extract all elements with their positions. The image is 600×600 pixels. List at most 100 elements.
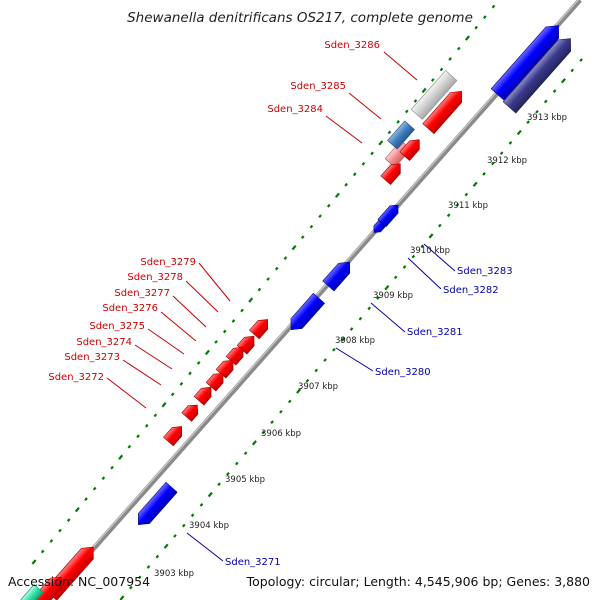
outer-tick bbox=[66, 518, 71, 522]
inner-tick bbox=[323, 358, 327, 362]
gene-label[interactable]: Sden_3283 bbox=[457, 266, 513, 277]
outer-tick bbox=[274, 266, 279, 271]
gene-sden-3273 bbox=[181, 404, 199, 422]
inner-tick bbox=[402, 265, 407, 269]
outer-tick bbox=[127, 444, 132, 449]
inner-tick bbox=[491, 161, 495, 166]
outer-tick bbox=[439, 67, 444, 72]
outer-tick bbox=[31, 559, 37, 565]
outer-tick bbox=[153, 413, 158, 418]
kbp-label: 3903 kbp bbox=[154, 569, 194, 579]
inner-tick bbox=[190, 513, 195, 518]
outer-tick bbox=[204, 349, 210, 356]
outer-tick bbox=[291, 244, 297, 251]
kbp-label: 3906 kbp bbox=[261, 429, 301, 439]
label-leader bbox=[160, 311, 197, 342]
inner-tick bbox=[384, 285, 390, 291]
inner-tick bbox=[129, 585, 133, 590]
outer-tick bbox=[144, 423, 149, 428]
outer-tick bbox=[396, 120, 400, 124]
inner-tick bbox=[482, 172, 486, 176]
outer-tick bbox=[344, 182, 348, 187]
gene-label[interactable]: Sden_3272 bbox=[48, 372, 104, 383]
outer-tick bbox=[49, 539, 54, 543]
inner-tick bbox=[455, 203, 460, 207]
inner-tick bbox=[508, 140, 513, 145]
inner-tick bbox=[411, 254, 416, 259]
gene-sden-3269 bbox=[28, 576, 62, 600]
inner-tick bbox=[367, 306, 372, 311]
inner-tick bbox=[163, 543, 169, 549]
gene-label[interactable]: Sden_3277 bbox=[114, 288, 170, 299]
outer-tick bbox=[266, 277, 270, 281]
inner-tick bbox=[199, 503, 204, 507]
outer-tick bbox=[483, 15, 487, 19]
inner-tick bbox=[579, 58, 583, 62]
accession-text: Accession: NC_007954 bbox=[8, 574, 150, 589]
label-leader bbox=[185, 280, 219, 313]
inner-tick bbox=[516, 129, 522, 136]
outer-tick bbox=[118, 454, 124, 460]
label-leader bbox=[407, 257, 442, 290]
gene-label[interactable]: Sden_3273 bbox=[64, 352, 120, 363]
outer-tick bbox=[404, 109, 409, 114]
outer-tick bbox=[58, 528, 62, 533]
outer-tick bbox=[92, 486, 97, 491]
outer-tick bbox=[300, 235, 305, 240]
map-title: Shewanella denitrificans OS217, complete… bbox=[127, 10, 473, 26]
inner-tick bbox=[543, 99, 548, 104]
gene-label[interactable]: Sden_3271 bbox=[225, 557, 281, 568]
label-leader bbox=[198, 262, 231, 302]
gene-label[interactable]: Sden_3282 bbox=[443, 285, 499, 296]
inner-tick bbox=[137, 575, 142, 580]
gene-label[interactable]: Sden_3280 bbox=[375, 367, 431, 378]
label-leader bbox=[186, 532, 224, 562]
label-leader bbox=[147, 328, 185, 355]
outer-tick bbox=[378, 140, 384, 146]
inner-tick bbox=[332, 347, 336, 352]
inner-tick bbox=[349, 327, 354, 331]
outer-tick bbox=[161, 402, 167, 408]
gene-sden-3285b bbox=[399, 139, 420, 161]
kbp-label: 3910 kbp bbox=[410, 246, 450, 256]
gene-label[interactable]: Sden_3275 bbox=[89, 321, 145, 332]
inner-tick bbox=[217, 482, 221, 487]
outer-tick bbox=[222, 329, 227, 334]
inner-tick bbox=[393, 275, 398, 280]
kbp-labels: 3903 kbp 3904 kbp 3905 kbp 3906 kbp 3907 kbp… bbox=[154, 113, 567, 579]
inner-tick bbox=[560, 78, 566, 84]
label-leader bbox=[172, 295, 207, 328]
inner-tick bbox=[446, 213, 451, 218]
inner-tick bbox=[251, 440, 257, 446]
gene-label[interactable]: Sden_3274 bbox=[76, 337, 132, 348]
outer-tick bbox=[456, 46, 461, 51]
label-leader bbox=[325, 115, 363, 144]
outer-tick bbox=[84, 497, 88, 501]
kbp-label: 3908 kbp bbox=[335, 336, 375, 346]
gene-label[interactable]: Sden_3279 bbox=[140, 257, 196, 268]
gene-label[interactable]: Sden_3281 bbox=[407, 327, 463, 338]
inner-tick bbox=[570, 68, 575, 73]
gene-sden-3275 bbox=[205, 372, 224, 392]
kbp-label: 3913 kbp bbox=[527, 113, 567, 123]
outer-tick bbox=[101, 476, 106, 481]
outer-tick bbox=[448, 57, 452, 61]
inner-tick bbox=[428, 233, 434, 239]
outer-tick bbox=[179, 382, 184, 386]
gene-label[interactable]: Sden_3278 bbox=[127, 272, 183, 283]
gene-label[interactable]: Sden_3285 bbox=[290, 81, 346, 92]
label-leader bbox=[383, 51, 418, 81]
gene-sden-3274 bbox=[193, 386, 212, 406]
inner-tick bbox=[464, 192, 469, 197]
kbp-label: 3912 kbp bbox=[487, 156, 527, 166]
label-leaders bbox=[106, 51, 456, 562]
inner-tick bbox=[155, 554, 160, 559]
inner-tick bbox=[358, 316, 363, 321]
gene-label[interactable]: Sden_3276 bbox=[102, 303, 158, 314]
kbp-label: 3907 kbp bbox=[298, 382, 338, 392]
inner-tick bbox=[314, 368, 319, 373]
gene-label[interactable]: Sden_3286 bbox=[324, 40, 380, 51]
gene-label[interactable]: Sden_3284 bbox=[267, 104, 323, 115]
inner-tick bbox=[234, 461, 239, 466]
outer-tick bbox=[352, 172, 357, 177]
